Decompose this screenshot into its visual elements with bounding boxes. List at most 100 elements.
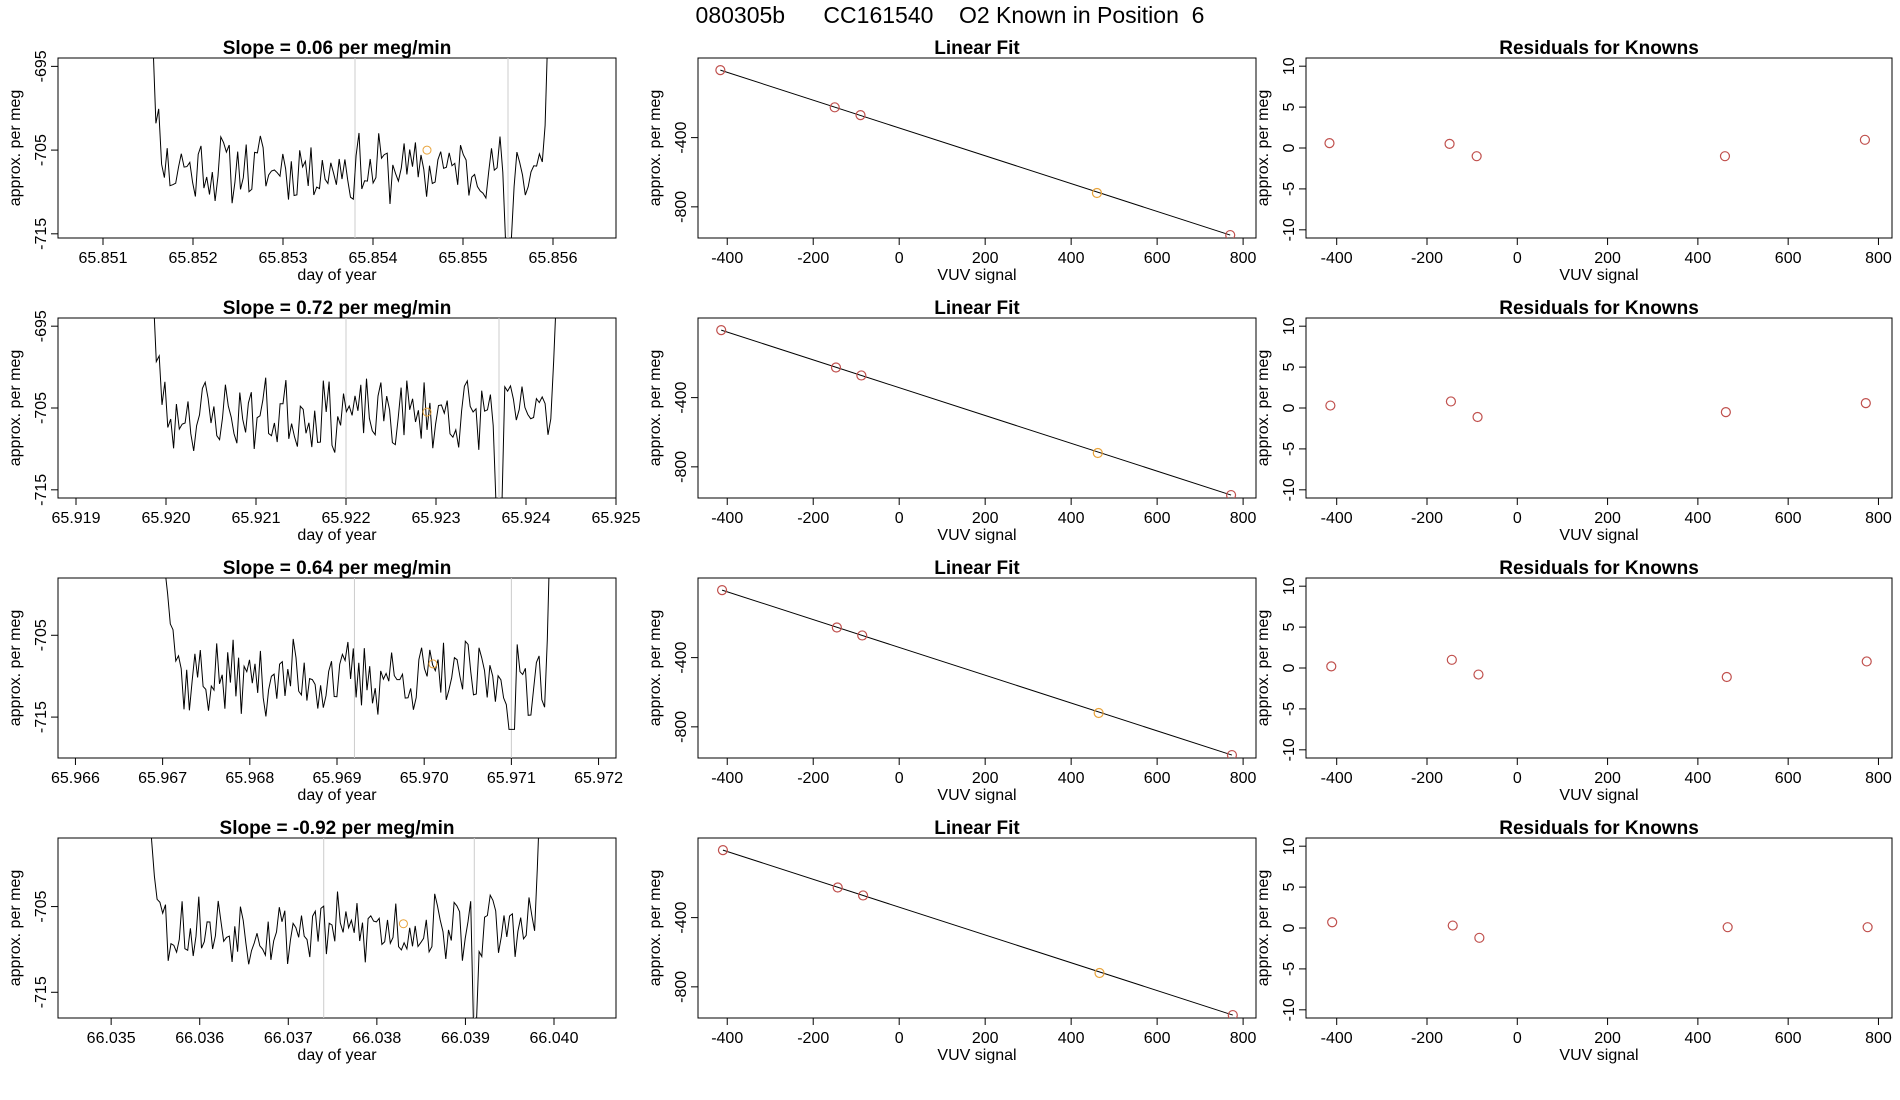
y-tick-label: -5 bbox=[1281, 442, 1298, 456]
x-tick-label: -200 bbox=[1411, 1030, 1443, 1047]
x-axis-label: day of year bbox=[297, 527, 377, 544]
fit-point bbox=[1092, 447, 1103, 459]
x-tick-label: 200 bbox=[972, 250, 999, 267]
plot-area bbox=[1327, 917, 1873, 943]
y-tick-label: -715 bbox=[33, 701, 50, 733]
x-tick-label: 65.969 bbox=[313, 770, 362, 787]
x-tick-label: 0 bbox=[895, 250, 904, 267]
residual-point bbox=[1719, 151, 1731, 162]
fit-line bbox=[722, 849, 1233, 1016]
residual-point bbox=[1446, 654, 1457, 665]
y-tick-label: -695 bbox=[33, 310, 50, 342]
fit-point bbox=[857, 890, 869, 901]
x-axis-label: VUV signal bbox=[937, 1047, 1016, 1064]
y-tick-label: -400 bbox=[673, 902, 690, 934]
figure-title: 080305b CC161540 O2 Known in Position 6 bbox=[695, 2, 1205, 28]
fit-point bbox=[829, 102, 840, 113]
x-tick-label: 65.855 bbox=[439, 250, 488, 267]
plot-frame bbox=[697, 577, 1257, 759]
x-tick-label: 65.920 bbox=[142, 510, 191, 527]
x-tick-label: 65.851 bbox=[79, 250, 128, 267]
x-axis-label: day of year bbox=[297, 1047, 377, 1064]
y-tick-label: 5 bbox=[1281, 363, 1298, 372]
panel-title: Linear Fit bbox=[934, 298, 1020, 319]
y-axis-label: approx. per meg bbox=[1255, 90, 1272, 207]
series-line bbox=[165, 578, 550, 730]
residual-point bbox=[1327, 917, 1338, 928]
plot-frame bbox=[57, 57, 617, 239]
panel-title: Residuals for Knowns bbox=[1499, 38, 1699, 59]
residual-point bbox=[1722, 922, 1733, 933]
fit-point bbox=[716, 325, 727, 336]
x-tick-label: 65.924 bbox=[502, 510, 551, 527]
y-tick-label: -705 bbox=[33, 619, 50, 651]
residual-point bbox=[1859, 134, 1871, 145]
panel-title: Slope = 0.06 per meg/min bbox=[223, 38, 452, 59]
y-axis-label: approx. per meg bbox=[7, 610, 24, 727]
x-tick-label: 65.966 bbox=[51, 770, 100, 787]
sample-point bbox=[398, 919, 408, 929]
plot-frame bbox=[1305, 577, 1893, 759]
fit-point bbox=[832, 882, 843, 893]
y-tick-label: -800 bbox=[673, 191, 690, 223]
x-tick-label: 200 bbox=[972, 1030, 999, 1047]
plot-frame bbox=[697, 837, 1257, 1019]
fit-point bbox=[855, 110, 866, 121]
plot-area bbox=[153, 58, 548, 238]
x-tick-label: 65.923 bbox=[412, 510, 461, 527]
residual-point bbox=[1471, 151, 1482, 162]
x-tick-label: 65.968 bbox=[225, 770, 274, 787]
x-tick-label: 0 bbox=[1513, 510, 1522, 527]
plot-area bbox=[1324, 134, 1871, 162]
plot-area bbox=[717, 845, 1238, 1018]
x-tick-label: -200 bbox=[797, 250, 829, 267]
plot-frame bbox=[697, 57, 1257, 239]
sample-point bbox=[428, 659, 438, 669]
plot-area bbox=[153, 318, 556, 498]
x-tick-label: 400 bbox=[1058, 250, 1085, 267]
panel-fit-4: Linear Fit -400 -200 0 200 400 600 800 VUV signa… bbox=[647, 818, 1257, 1064]
plot-area bbox=[716, 325, 1237, 498]
y-tick-label: -715 bbox=[33, 218, 50, 250]
y-axis-label: approx. per meg bbox=[7, 350, 24, 467]
y-tick-label: -705 bbox=[33, 890, 50, 922]
residual-point bbox=[1444, 138, 1455, 150]
plot-area bbox=[1325, 396, 1871, 423]
fit-line bbox=[721, 589, 1233, 756]
x-tick-label: 0 bbox=[895, 770, 904, 787]
x-axis-label: VUV signal bbox=[1559, 267, 1638, 284]
x-tick-label: -400 bbox=[1321, 250, 1353, 267]
y-tick-label: -5 bbox=[1281, 182, 1298, 196]
x-tick-label: 400 bbox=[1685, 250, 1712, 267]
x-tick-label: 66.040 bbox=[530, 1030, 579, 1047]
plot-area bbox=[716, 585, 1238, 758]
y-tick-label: -10 bbox=[1281, 998, 1298, 1021]
x-tick-label: 600 bbox=[1775, 1030, 1802, 1047]
x-tick-label: 65.972 bbox=[574, 770, 623, 787]
x-axis-label: VUV signal bbox=[937, 527, 1016, 544]
y-tick-label: -400 bbox=[673, 122, 690, 154]
x-tick-label: 800 bbox=[1230, 250, 1257, 267]
y-tick-label: -400 bbox=[673, 382, 690, 414]
x-axis-label: VUV signal bbox=[937, 267, 1016, 284]
panel-title: Linear Fit bbox=[934, 818, 1020, 839]
x-tick-label: -400 bbox=[1321, 1030, 1353, 1047]
x-tick-label: 800 bbox=[1230, 1030, 1257, 1047]
panel-title: Slope = -0.92 per meg/min bbox=[220, 818, 455, 839]
fit-point bbox=[715, 65, 726, 76]
plot-frame bbox=[57, 317, 617, 499]
x-tick-label: 600 bbox=[1775, 250, 1802, 267]
x-tick-label: 800 bbox=[1865, 1030, 1892, 1047]
fit-line bbox=[721, 329, 1232, 496]
x-tick-label: 65.967 bbox=[138, 770, 187, 787]
x-tick-label: 600 bbox=[1144, 770, 1171, 787]
y-axis-label: approx. per meg bbox=[647, 90, 664, 207]
plot-area bbox=[151, 838, 539, 1018]
x-tick-label: 200 bbox=[1594, 1030, 1621, 1047]
plot-area bbox=[165, 578, 550, 758]
x-tick-label: 0 bbox=[1513, 770, 1522, 787]
plot-frame bbox=[57, 577, 617, 759]
x-tick-label: 600 bbox=[1775, 510, 1802, 527]
panel-title: Residuals for Knowns bbox=[1499, 818, 1699, 839]
x-tick-label: 66.036 bbox=[175, 1030, 224, 1047]
